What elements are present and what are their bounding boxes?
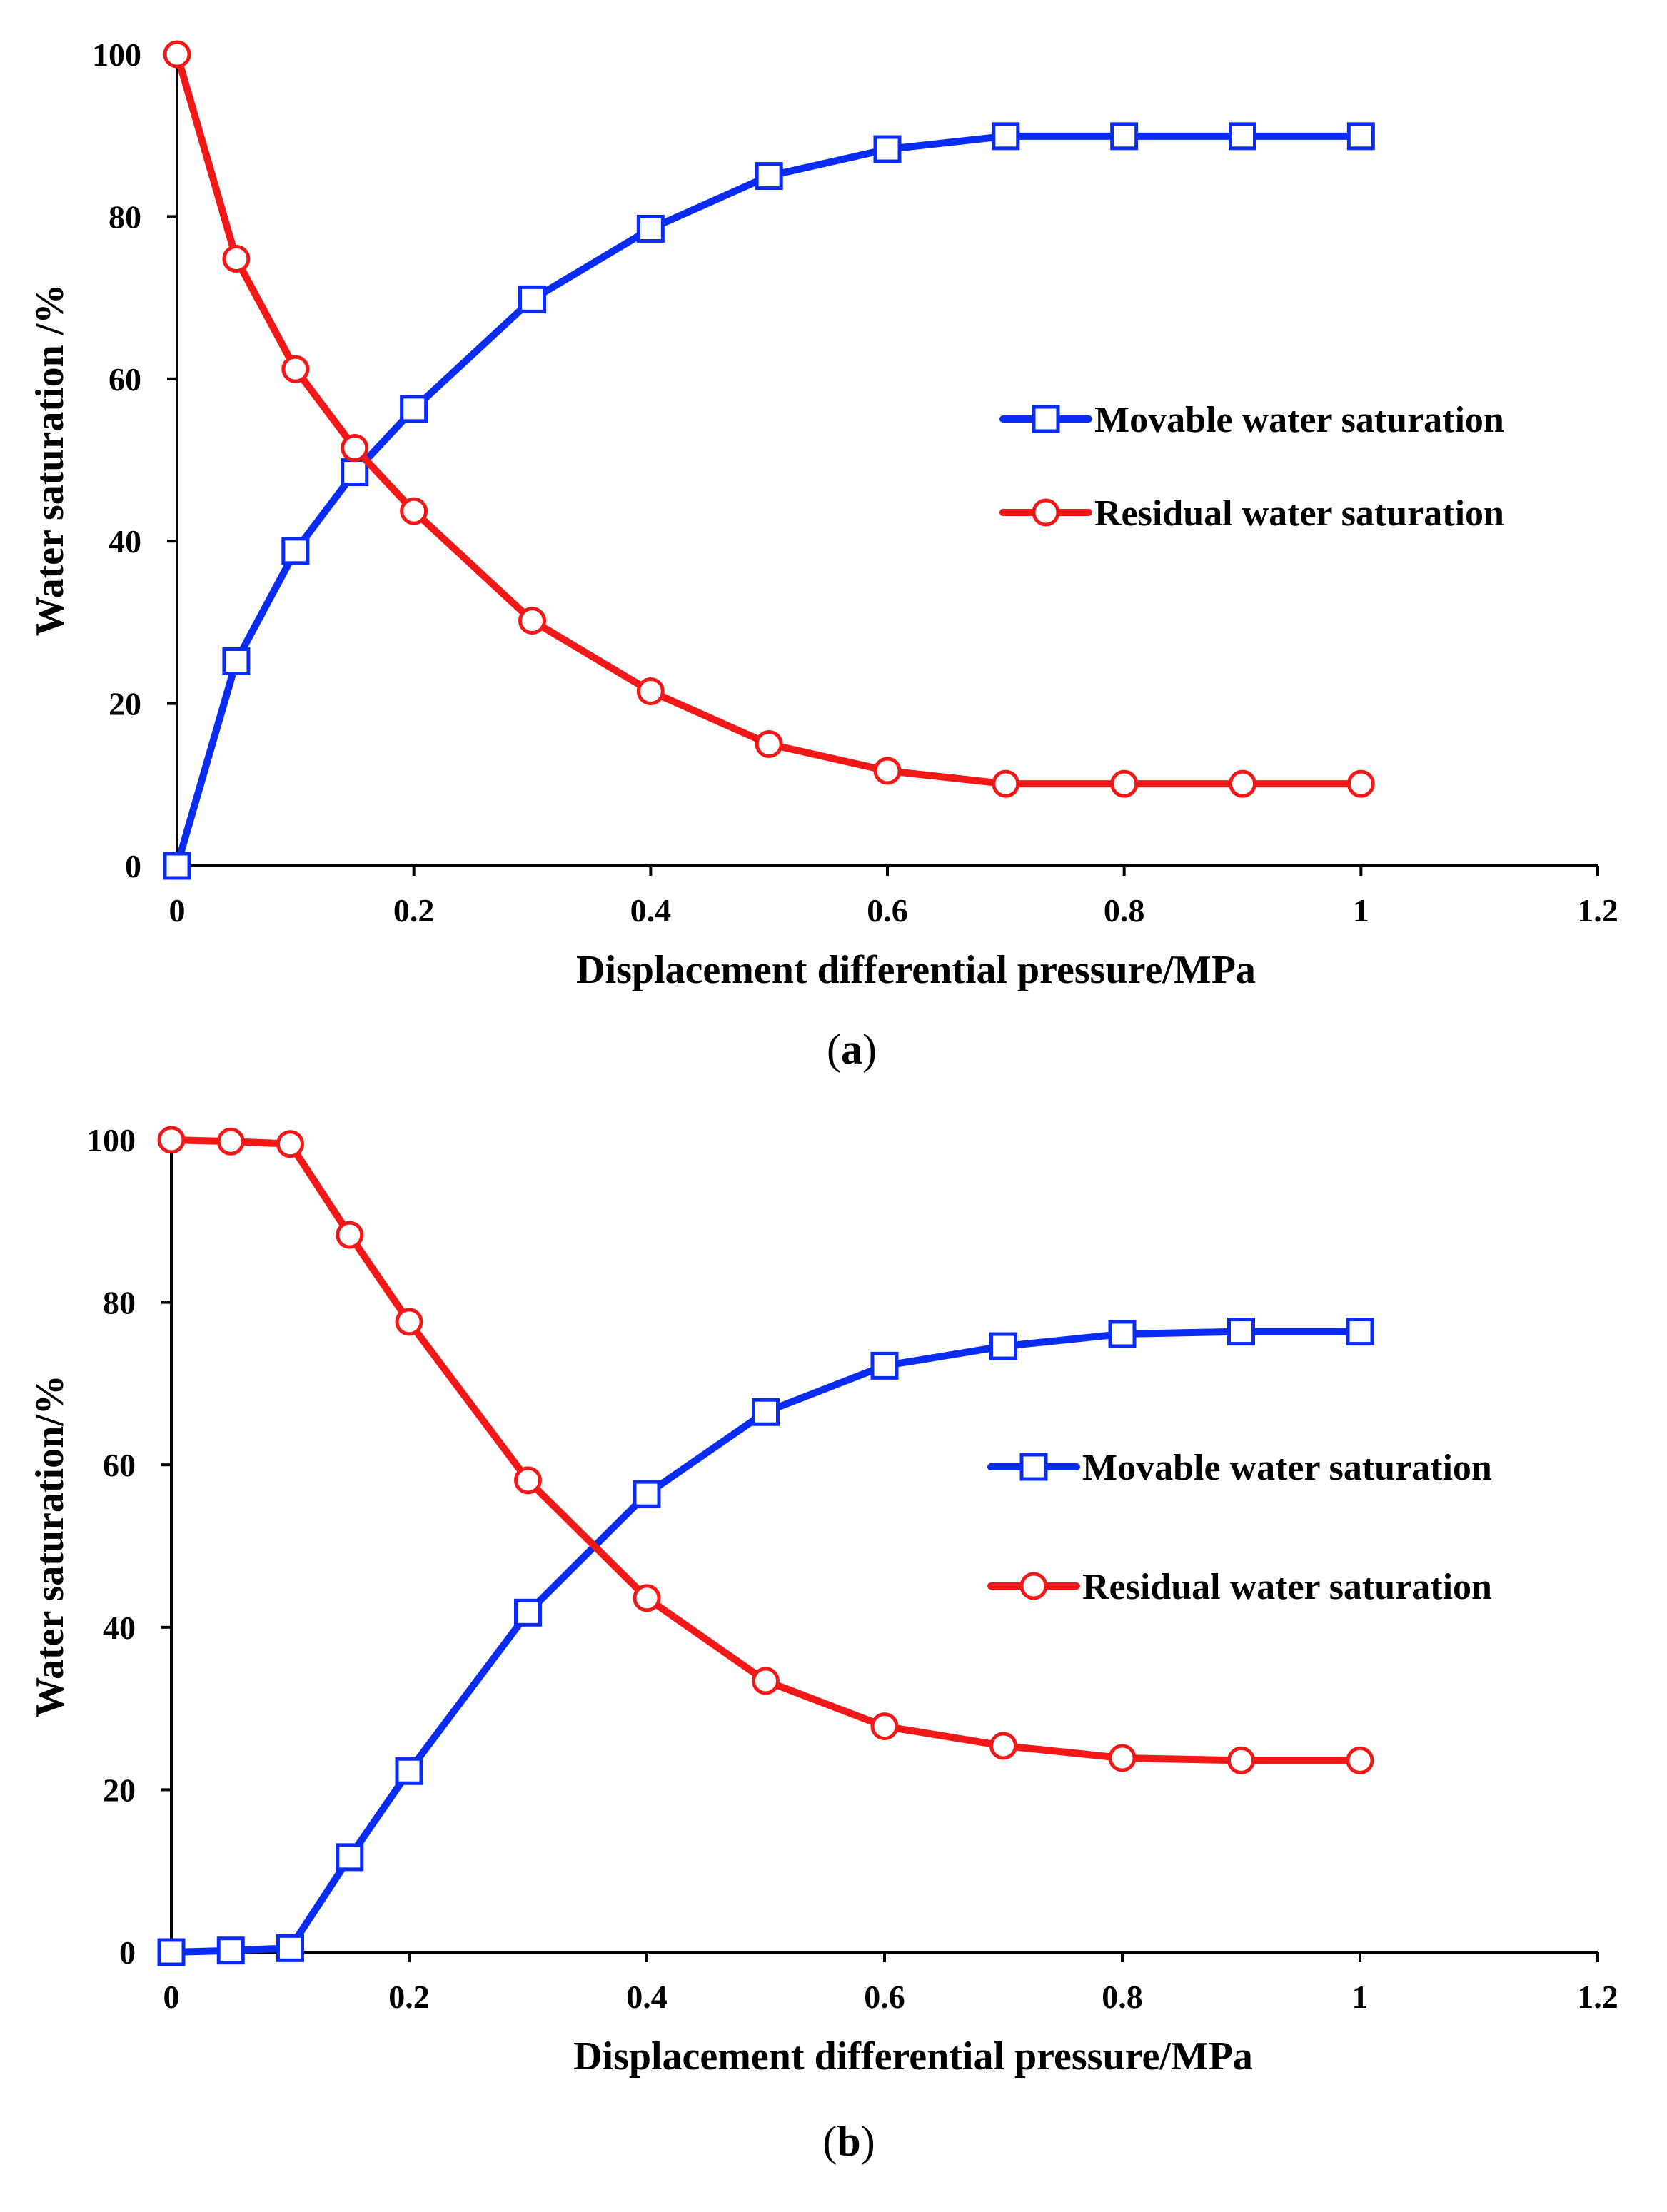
- data-point-square: [752, 1398, 780, 1426]
- chart-panel-b: 0 20 40 60 80 100 0 0.2 0.4 0.6 0.8 1 1.2 Displacemen…: [28, 1122, 1618, 2165]
- data-point-circle: [989, 1732, 1017, 1760]
- x-tick-label: 0.6: [864, 1979, 905, 2015]
- legend-label: Movable water saturation: [1082, 1448, 1492, 1488]
- data-point-circle: [873, 757, 902, 785]
- y-tick-label: 40: [109, 523, 141, 560]
- y-tick-label: 60: [109, 361, 141, 398]
- data-point-circle: [216, 1127, 245, 1156]
- y-axis-title: Water saturation /%: [28, 284, 72, 637]
- y-tick-label: 0: [125, 848, 141, 884]
- x-tick-label: 0: [169, 892, 186, 929]
- data-point-circle: [1227, 1746, 1255, 1774]
- data-point-square: [989, 1332, 1017, 1360]
- data-point-square: [755, 162, 783, 191]
- legend-marker-circle: [1032, 498, 1060, 527]
- data-point-circle: [395, 1308, 423, 1336]
- y-tick-label: 20: [109, 686, 141, 722]
- x-axis-title: Displacement differential pressure/MPa: [573, 2034, 1253, 2079]
- x-tick-label: 1: [1352, 1979, 1369, 2015]
- data-point-circle: [163, 40, 191, 69]
- y-axis-title: Water saturation/%: [28, 1375, 72, 1717]
- data-point-circle: [992, 769, 1020, 798]
- legend-marker-square: [1019, 1453, 1048, 1481]
- data-point-circle: [633, 1584, 661, 1612]
- panel-label: (a): [827, 1026, 877, 1073]
- data-point-square: [1110, 122, 1139, 151]
- data-point-circle: [514, 1466, 542, 1495]
- y-tick-label: 20: [103, 1772, 136, 1808]
- y-tick-label: 80: [103, 1285, 136, 1321]
- data-point-square: [870, 1351, 899, 1380]
- panel-letter: a: [841, 1026, 862, 1073]
- y-tick-label: 100: [86, 1122, 136, 1158]
- y-tick-label: 60: [103, 1447, 136, 1483]
- data-point-square: [341, 458, 369, 487]
- data-point-circle: [752, 1667, 780, 1695]
- data-point-square: [1346, 122, 1375, 151]
- data-point-circle: [336, 1221, 364, 1249]
- x-axis-title: Displacement differential pressure/MPa: [576, 948, 1256, 992]
- data-point-square: [1108, 1320, 1137, 1348]
- panel-letter: b: [837, 2118, 860, 2165]
- data-point-square: [157, 1938, 186, 1966]
- data-point-square: [873, 135, 902, 163]
- legend-marker-circle: [1019, 1572, 1048, 1600]
- data-point-circle: [341, 433, 369, 462]
- data-point-square: [281, 537, 310, 565]
- x-tick-label: 0.4: [626, 1979, 668, 2015]
- data-point-square: [216, 1936, 245, 1965]
- x-tick-label: 0.8: [1102, 1979, 1143, 2015]
- data-point-circle: [276, 1130, 304, 1158]
- legend-marker-square: [1032, 405, 1060, 433]
- data-point-circle: [222, 245, 251, 273]
- data-point-square: [222, 647, 251, 675]
- chart-panel-a: 0 20 40 60 80 100 0 0.2 0.4 0.6 0.8 1 1.2 Displacemen…: [28, 36, 1618, 1073]
- data-point-square: [514, 1598, 542, 1627]
- data-point-square: [163, 852, 191, 880]
- data-point-square: [395, 1757, 423, 1785]
- y-tick-label: 80: [109, 198, 141, 235]
- data-point-circle: [281, 355, 310, 383]
- data-point-square: [636, 214, 665, 243]
- y-tick-label: 40: [103, 1610, 136, 1646]
- data-point-circle: [1110, 769, 1139, 798]
- data-point-circle: [1346, 769, 1375, 798]
- x-tick-label: 1.2: [1577, 892, 1618, 929]
- x-tick-label: 1: [1353, 892, 1369, 929]
- data-point-square: [400, 395, 428, 423]
- data-point-circle: [157, 1126, 186, 1154]
- data-point-circle: [870, 1712, 899, 1741]
- data-point-square: [1346, 1318, 1374, 1346]
- data-point-square: [992, 122, 1020, 151]
- data-point-square: [1229, 122, 1256, 151]
- data-point-circle: [400, 497, 428, 525]
- x-tick-label: 1.2: [1577, 1979, 1618, 2015]
- data-point-circle: [1229, 769, 1256, 798]
- legend-label: Residual water saturation: [1094, 493, 1504, 534]
- data-point-circle: [636, 677, 665, 706]
- data-point-square: [336, 1843, 364, 1872]
- legend-label: Residual water saturation: [1082, 1567, 1492, 1607]
- data-point-square: [518, 285, 546, 313]
- panel-label: (b): [822, 2118, 875, 2165]
- legend-label: Movable water saturation: [1094, 400, 1504, 440]
- data-point-circle: [755, 729, 783, 758]
- x-tick-label: 0.4: [630, 892, 672, 929]
- y-tick-label: 0: [119, 1934, 136, 1971]
- x-tick-label: 0.2: [388, 1979, 430, 2015]
- data-point-square: [276, 1934, 304, 1962]
- y-tick-label: 100: [92, 36, 141, 73]
- data-point-circle: [1346, 1746, 1374, 1774]
- x-tick-label: 0.6: [867, 892, 908, 929]
- data-point-square: [1227, 1318, 1255, 1346]
- data-point-circle: [518, 607, 546, 635]
- x-tick-label: 0: [163, 1979, 180, 2015]
- data-point-square: [633, 1480, 661, 1508]
- x-tick-label: 0.2: [393, 892, 435, 929]
- x-tick-label: 0.8: [1104, 892, 1145, 929]
- data-point-circle: [1108, 1744, 1137, 1772]
